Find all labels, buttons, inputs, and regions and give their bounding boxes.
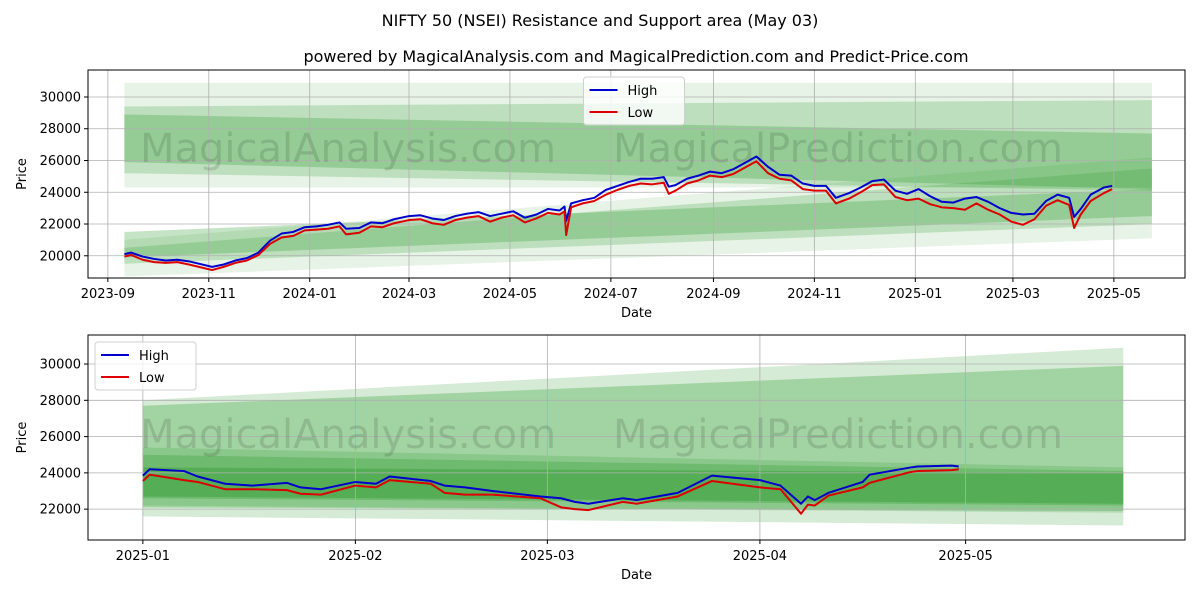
- resistance-band: [124, 82, 1152, 188]
- watermark: MagicalAnalysis.com: [140, 126, 556, 172]
- legend-label-high: High: [139, 349, 169, 364]
- y-axis-label: Price: [15, 422, 30, 454]
- x-tick-label: 2025-01: [116, 549, 170, 564]
- x-tick-label: 2024-07: [584, 287, 638, 302]
- y-tick-label: 28000: [40, 394, 81, 409]
- support-band: [124, 157, 1152, 277]
- top-panel: MagicalAnalysis.com MagicalPrediction.com…: [15, 69, 1186, 321]
- x-tick-label: 2025-03: [520, 549, 574, 564]
- support-band: [124, 189, 1152, 258]
- chart-subtitle: powered by MagicalAnalysis.com and Magic…: [303, 47, 968, 66]
- series-line-high: [124, 155, 1113, 268]
- y-tick-label: 20000: [40, 249, 81, 264]
- x-axis-label: Date: [621, 568, 652, 583]
- legend: High Low: [583, 76, 685, 126]
- x-tick-label: 2024-11: [787, 287, 841, 302]
- x-tick-label: 2023-09: [81, 287, 135, 302]
- support-resistance-bands: [124, 82, 1152, 277]
- series-line-low: [124, 160, 1113, 272]
- y-axis-label: Price: [15, 158, 30, 190]
- y-tick-label: 22000: [40, 218, 81, 233]
- x-tick-label: 2023-11: [182, 287, 236, 302]
- legend-label-high: High: [628, 84, 658, 99]
- x-tick-label: 2025-05: [938, 549, 992, 564]
- x-tick-label: 2025-05: [1087, 287, 1141, 302]
- y-tick-label: 26000: [40, 154, 81, 169]
- legend-label-low: Low: [628, 106, 654, 121]
- resistance-band: [124, 100, 1152, 191]
- series-line-high: [142, 464, 959, 505]
- watermark: MagicalPrediction.com: [613, 126, 1063, 172]
- watermark: MagicalPrediction.com: [613, 412, 1063, 458]
- legend-label-low: Low: [139, 371, 165, 386]
- chart-title: NIFTY 50 (NSEI) Resistance and Support a…: [382, 11, 819, 30]
- x-tick-label: 2025-04: [733, 549, 787, 564]
- y-tick-label: 30000: [40, 358, 81, 373]
- y-tick-label: 22000: [40, 503, 81, 518]
- resistance-band: [142, 365, 1124, 506]
- legend: High Low: [94, 341, 197, 391]
- resistance-band: [142, 347, 1124, 513]
- y-tick-label: 26000: [40, 430, 81, 445]
- resistance-band: [124, 114, 1152, 190]
- bottom-panel: MagicalAnalysis.com MagicalPrediction.com…: [15, 334, 1186, 583]
- y-tick-label: 30000: [40, 90, 81, 105]
- y-tick-label: 24000: [40, 466, 81, 481]
- support-band: [142, 454, 1124, 511]
- watermark: MagicalAnalysis.com: [140, 412, 556, 458]
- x-tick-label: 2025-02: [328, 549, 382, 564]
- y-tick-label: 28000: [40, 122, 81, 137]
- x-tick-label: 2024-01: [283, 287, 337, 302]
- x-axis-label: Date: [621, 306, 652, 321]
- series-line-low: [142, 468, 959, 515]
- x-tick-label: 2024-05: [483, 287, 537, 302]
- x-tick-label: 2024-03: [382, 287, 436, 302]
- x-tick-label: 2024-09: [686, 287, 740, 302]
- support-band: [142, 447, 1124, 526]
- x-tick-label: 2025-03: [986, 287, 1040, 302]
- support-resistance-bands: [142, 347, 1124, 526]
- axes-frame: [87, 334, 1186, 541]
- x-tick-label: 2025-01: [888, 287, 942, 302]
- axes-frame: [87, 69, 1186, 279]
- y-tick-label: 24000: [40, 186, 81, 201]
